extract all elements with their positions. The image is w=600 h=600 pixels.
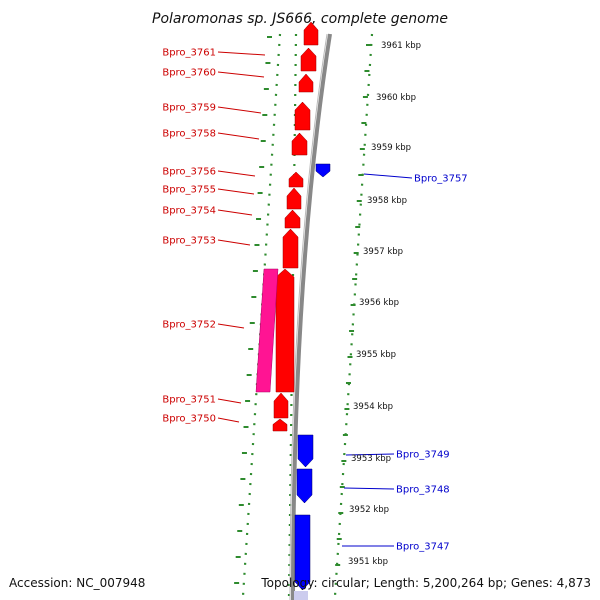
gene-arrow-bpro-3757 bbox=[315, 163, 331, 178]
scale-label-3958-kbp: 3958 kbp bbox=[367, 196, 407, 206]
feature-layer bbox=[255, 21, 331, 600]
scale-label-3952-kbp: 3952 kbp bbox=[349, 505, 389, 515]
gene-label-leader bbox=[217, 239, 251, 246]
gene-arrow-bpro-3762 bbox=[303, 21, 319, 46]
gene-label-bpro-3752: Bpro_3752 bbox=[162, 320, 216, 331]
gene-label-leader bbox=[343, 487, 395, 490]
scale-label-3960-kbp: 3960 kbp bbox=[376, 93, 416, 103]
gene-label-bpro-3756: Bpro_3756 bbox=[162, 167, 216, 178]
label-layer: Bpro_3761 Bpro_3760 Bpro_3759 Bpro_3758 Bpro… bbox=[162, 41, 467, 567]
scale-label-3954-kbp: 3954 kbp bbox=[353, 402, 393, 412]
gene-label-leader bbox=[217, 323, 245, 329]
gene-arrow-bpro-3747 bbox=[294, 514, 311, 591]
genome-backbone-highlight bbox=[289, 33, 328, 600]
gene-label-leader bbox=[217, 209, 253, 216]
gene-label-bpro-3754: Bpro_3754 bbox=[162, 206, 216, 217]
gene-label-bpro-3751: Bpro_3751 bbox=[162, 395, 216, 406]
scale-label-3959-kbp: 3959 kbp bbox=[371, 143, 411, 153]
right-dotted-track bbox=[333, 33, 374, 597]
gene-label-leader bbox=[217, 417, 240, 423]
gene-label-leader bbox=[217, 106, 262, 114]
accession-label: Accession: NC_007948 bbox=[9, 576, 146, 590]
gene-arrow-partial bbox=[294, 591, 308, 600]
gene-label-leader bbox=[217, 132, 260, 140]
gene-arrow-bpro-3754 bbox=[284, 209, 301, 229]
gene-label-bpro-3750: Bpro_3750 bbox=[162, 414, 216, 425]
gene-arrow-bpro-3750 bbox=[272, 418, 288, 432]
gene-label-leader bbox=[217, 188, 255, 195]
scale-label-3961-kbp: 3961 kbp bbox=[381, 41, 421, 51]
gene-label-bpro-3749: Bpro_3749 bbox=[396, 450, 450, 461]
gene-arrow-bpro-3749 bbox=[297, 434, 314, 468]
gene-label-leader bbox=[217, 51, 266, 56]
gene-label-leader bbox=[217, 170, 256, 177]
gene-label-leader bbox=[217, 398, 242, 404]
gene-label-bpro-3757: Bpro_3757 bbox=[414, 174, 468, 185]
scale-label-3951-kbp: 3951 kbp bbox=[348, 557, 388, 567]
gene-label-bpro-3759: Bpro_3759 bbox=[162, 103, 216, 114]
gene-arrow-bpro-3761 bbox=[300, 47, 317, 72]
gene-arrow-bpro-3751 bbox=[273, 392, 289, 419]
gene-arrow-bpro-3755 bbox=[286, 187, 302, 210]
gene-label-leader bbox=[363, 173, 413, 179]
gene-label-leader bbox=[345, 453, 395, 456]
topology-summary: Topology: circular; Length: 5,200,264 bp… bbox=[261, 576, 591, 590]
gene-label-bpro-3753: Bpro_3753 bbox=[162, 236, 216, 247]
gene-arrow-bpro-3748 bbox=[296, 468, 313, 504]
gene-label-bpro-3760: Bpro_3760 bbox=[162, 68, 216, 79]
gene-arrow-bpro-3752 bbox=[275, 268, 295, 393]
scale-label-3953-kbp: 3953 kbp bbox=[351, 454, 391, 464]
gene-label-bpro-3748: Bpro_3748 bbox=[396, 485, 450, 496]
gene-arrow-bpro-3760 bbox=[298, 73, 314, 93]
gene-arrow-bpro-3758 bbox=[291, 132, 308, 156]
gene-label-leader bbox=[217, 71, 265, 78]
gene-arrow-bpro-3753 bbox=[282, 228, 299, 269]
gene-arrow-bpro-3759 bbox=[294, 101, 311, 131]
gene-label-bpro-3747: Bpro_3747 bbox=[396, 542, 450, 553]
feature-block-magenta bbox=[255, 268, 279, 393]
scale-label-3955-kbp: 3955 kbp bbox=[356, 350, 396, 360]
gene-arrow-bpro-3756 bbox=[288, 171, 304, 188]
gene-label-bpro-3761: Bpro_3761 bbox=[162, 48, 216, 59]
map-title: Polaromonas sp. JS666, complete genome bbox=[152, 11, 448, 27]
gene-label-bpro-3755: Bpro_3755 bbox=[162, 185, 216, 196]
scale-label-3956-kbp: 3956 kbp bbox=[359, 298, 399, 308]
genome-backbone bbox=[291, 33, 332, 600]
gene-label-bpro-3758: Bpro_3758 bbox=[162, 129, 216, 140]
scale-label-3957-kbp: 3957 kbp bbox=[363, 247, 403, 257]
